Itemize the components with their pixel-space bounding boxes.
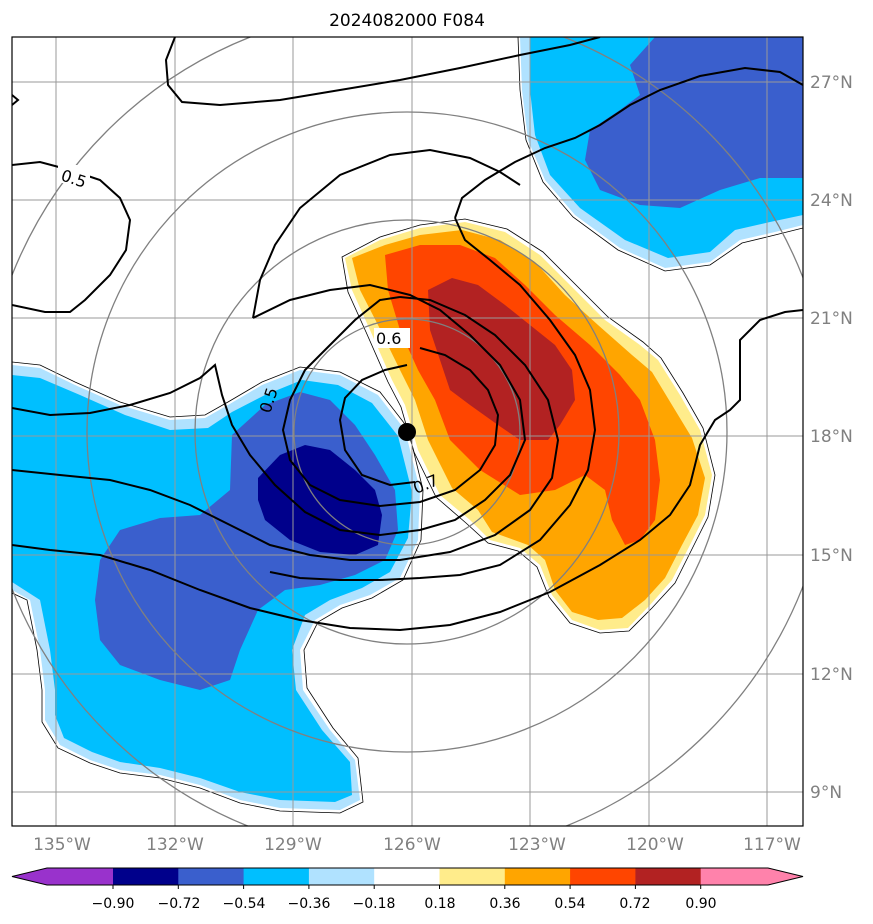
lon-label: 120°W (626, 835, 684, 855)
range-rings (12, 37, 803, 826)
colorbar-tick-label: −0.36 (288, 896, 331, 912)
colorbar-tick-label: 0.54 (554, 896, 585, 912)
colorbar-extend-low (12, 868, 113, 885)
lon-label: 132°W (146, 835, 204, 855)
colorbar-tick-label: −0.18 (353, 896, 396, 912)
colorbar: −0.90 −0.72 −0.54 −0.36 −0.18 0.18 0.36 … (11, 867, 804, 912)
contour-label-06: 0.6 (376, 329, 401, 348)
figure-title: 2024082000 F084 (329, 11, 485, 31)
colorbar-segments (11, 867, 804, 889)
lon-label: 135°W (33, 835, 91, 855)
lat-label: 21°N (810, 309, 853, 329)
colorbar-tick-labels: −0.90 −0.72 −0.54 −0.36 −0.18 0.18 0.36 … (92, 896, 717, 912)
colorbar-segment (243, 868, 310, 885)
colorbar-tick-label: −0.54 (223, 896, 266, 912)
longitude-labels: 135°W 132°W 129°W 126°W 123°W 120°W 117°… (33, 835, 801, 855)
colorbar-extend-high (700, 868, 803, 885)
plot-area: 0.5 0.5 0.6 0.7 (12, 37, 803, 826)
colorbar-segment (374, 868, 440, 885)
lon-label: 123°W (508, 835, 566, 855)
colorbar-tick-label: 0.36 (489, 896, 520, 912)
lon-label: 129°W (264, 835, 322, 855)
colorbar-tick-label: 0.18 (424, 896, 455, 912)
lon-label: 117°W (743, 835, 801, 855)
colorbar-tick-label: 0.90 (685, 896, 716, 912)
lat-label: 12°N (810, 665, 853, 685)
graticule (12, 37, 803, 826)
colorbar-segment (308, 868, 375, 885)
colorbar-outline (11, 867, 804, 886)
contour-labels: 0.5 0.5 0.6 0.7 (58, 165, 441, 498)
colorbar-segment (635, 868, 702, 885)
colorbar-tick-label: −0.72 (158, 896, 201, 912)
colorbar-segment (178, 868, 245, 885)
positive-anomaly-field (345, 222, 712, 630)
blue-shading-ne-mid (585, 37, 803, 208)
colorbar-tick-label: 0.72 (619, 896, 650, 912)
plot-frame (11, 36, 804, 827)
lat-label: 9°N (810, 783, 842, 803)
colorbar-tick-label: −0.90 (92, 896, 135, 912)
negative-anomaly-field (12, 37, 803, 810)
colorbar-segment (504, 868, 571, 885)
lon-label: 126°W (383, 835, 441, 855)
colorbar-segment (113, 868, 179, 885)
colorbar-segment (439, 868, 506, 885)
blue-shading-deep (258, 445, 382, 555)
colorbar-segment (570, 868, 636, 885)
lat-label: 15°N (810, 546, 853, 566)
latitude-labels: 27°N 24°N 21°N 18°N 15°N 12°N 9°N (810, 73, 853, 803)
lat-label: 24°N (810, 191, 853, 211)
lat-label: 27°N (810, 73, 853, 93)
storm-center-marker (398, 423, 416, 441)
lat-label: 18°N (810, 427, 853, 447)
